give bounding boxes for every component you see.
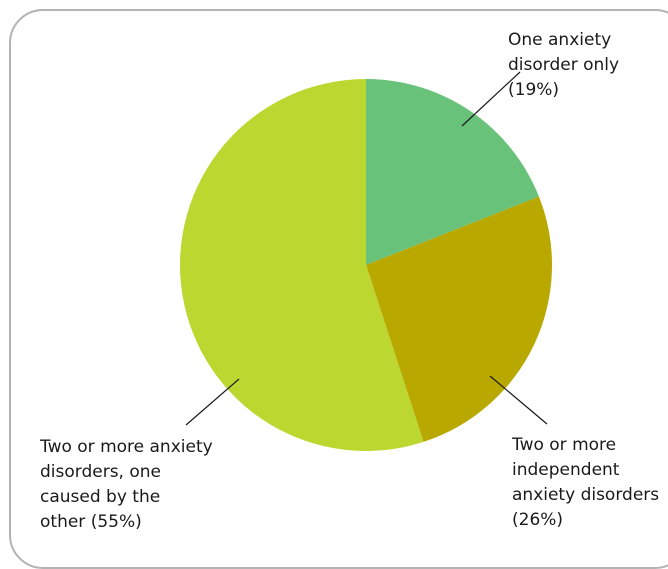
slice-label-line: disorder only [508,55,619,75]
slice-label-line: Two or more anxiety [39,437,213,457]
slice-label-3: Two or more anxiety disorders, one caused … [39,437,213,532]
slice-label-line: (26%) [512,510,563,530]
slice-label-line: caused by the [40,487,160,507]
slice-label-line: (19%) [508,80,559,100]
pie-slice-2 [366,196,553,442]
leader-line-1 [461,71,521,127]
slice-label-line: disorders, one [40,462,161,482]
slice-label-line: Two or more [511,435,616,455]
slice-label-2: Two or more independent anxiety disorders (… [511,435,659,530]
slice-label-line: independent [512,460,620,480]
slice-label-line: other (55%) [40,512,142,532]
pie-slice-3 [180,79,424,451]
pie-slice-1 [366,79,539,265]
pie-chart: One anxiety disorder only (19%) Two or more… [39,30,659,532]
slice-label-line: anxiety disorders [512,485,659,505]
slice-label-1: One anxiety disorder only (19%) [508,30,619,100]
leader-line-2 [489,375,548,425]
slice-label-line: One anxiety [508,30,611,50]
leader-line-3 [185,378,240,426]
